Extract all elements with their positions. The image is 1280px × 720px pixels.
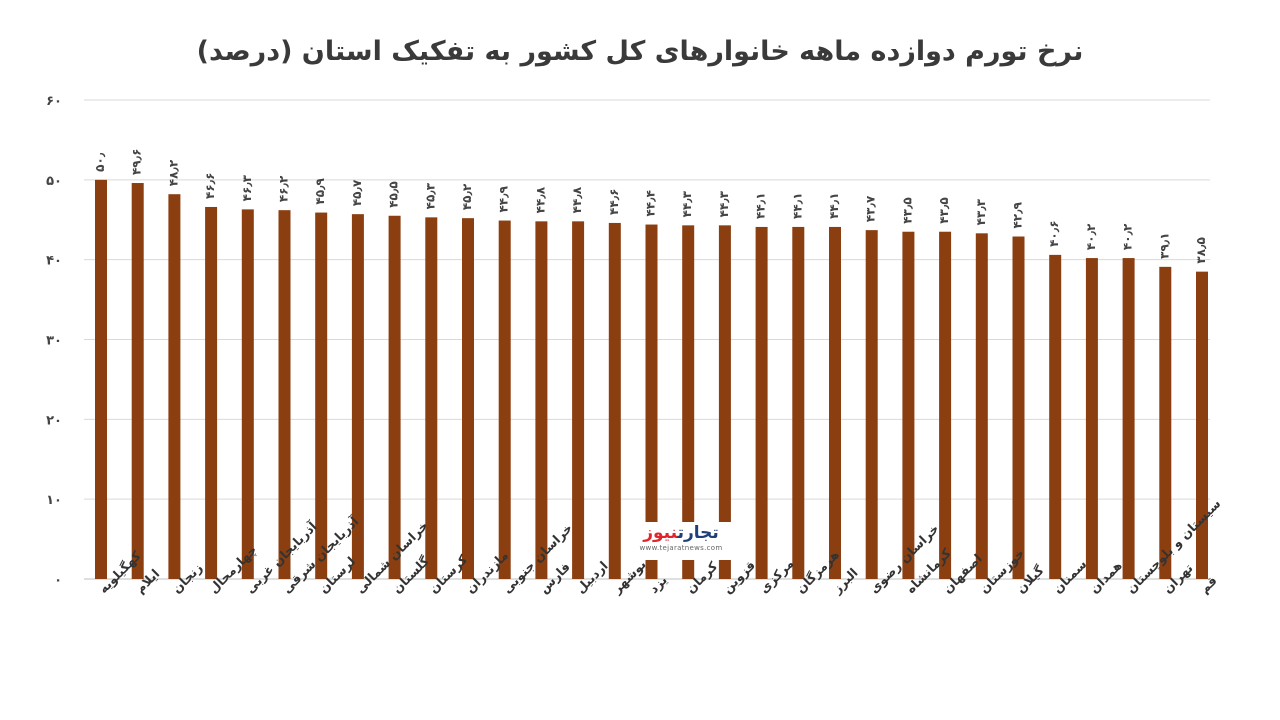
bar <box>939 231 952 579</box>
bar <box>462 218 474 580</box>
bar <box>168 194 181 579</box>
bar <box>131 183 144 579</box>
data-label: ۴۲٫۹ <box>1011 201 1025 228</box>
data-label: ۴۵٫۹ <box>313 177 327 204</box>
data-label: ۴۴٫۳ <box>717 190 731 217</box>
data-labels: ۵۰٫ ۴۹٫۶ ۴۸٫۲ ۴۶٫۶ ۴۶٫۳ ۴۶٫۲ ۴۵٫۹ ۴۵٫۷ ۴۵٫۵ ۴۵٫۳ ۴… <box>93 149 1208 264</box>
y-tick-label: ۱۰ <box>46 493 62 508</box>
data-label: ۴۰٫۶ <box>1047 220 1061 246</box>
bar <box>975 233 988 580</box>
data-label: ۴۶٫۳ <box>240 174 254 201</box>
bar <box>498 220 511 579</box>
y-tick-label: ۶۰ <box>46 94 62 109</box>
y-tick-label: ۵۰ <box>46 174 62 189</box>
data-label: ۴۴٫۸ <box>533 186 547 213</box>
bar <box>902 231 915 579</box>
bar <box>792 226 805 579</box>
bar <box>572 221 585 579</box>
data-label: ۴۴٫۹ <box>497 185 511 212</box>
data-label: ۴۵٫۵ <box>387 181 401 207</box>
data-label: ۴۹٫۶ <box>130 149 144 175</box>
data-label: ۴۵٫۳ <box>423 182 437 209</box>
data-label: ۴۵٫۷ <box>350 179 364 206</box>
data-label: ۳۸٫۵ <box>1194 237 1208 263</box>
bar <box>535 221 548 579</box>
data-label: ۴۴٫۴ <box>644 190 658 216</box>
bar <box>718 225 731 580</box>
watermark-url: www.tejaratnews.com <box>639 544 723 552</box>
data-label: ۴۳٫۷ <box>864 195 878 222</box>
data-label: ۵۰٫ <box>93 152 107 172</box>
bar <box>1122 258 1135 579</box>
bar <box>865 230 878 579</box>
bar <box>1159 266 1172 579</box>
bar <box>608 222 621 579</box>
bar <box>351 214 364 579</box>
data-label: ۴۴٫۶ <box>607 188 621 214</box>
bar <box>1049 254 1062 580</box>
watermark-logo-main: تجارت <box>677 523 719 543</box>
data-label: ۴۶٫۶ <box>203 173 217 199</box>
data-label: ۴۰٫۲ <box>1084 223 1098 250</box>
bar <box>388 215 401 579</box>
bar <box>205 206 218 579</box>
bar <box>315 212 328 579</box>
bar <box>645 224 658 580</box>
data-label: ۴۴٫۱ <box>827 192 841 218</box>
bar <box>1012 236 1025 579</box>
y-tick-label: ۰ <box>54 573 62 588</box>
data-label: ۴۰٫۲ <box>1121 223 1135 250</box>
data-label: ۴۴٫۱ <box>790 192 804 218</box>
data-label: ۳۹٫۱ <box>1157 232 1171 258</box>
bar <box>95 179 107 580</box>
data-label: ۴۳٫۵ <box>900 197 914 223</box>
bar <box>1196 271 1208 579</box>
y-tick-label: ۲۰ <box>46 413 62 428</box>
bar <box>1085 258 1098 579</box>
watermark-logo: تجارتنیوز www.tejaratnews.com <box>628 522 734 560</box>
bar <box>755 226 768 579</box>
y-tick-label: ۴۰ <box>46 254 62 269</box>
data-label: ۴۴٫۱ <box>754 192 768 218</box>
chart-title: نرخ تورم دوازده ماهه خانوارهای کل کشور ب… <box>196 36 1084 67</box>
watermark-logo-accent: نیوز <box>643 523 678 543</box>
data-label: ۴۵٫۲ <box>460 183 474 210</box>
bar <box>278 210 291 580</box>
bar <box>682 225 695 580</box>
bar <box>829 226 841 579</box>
data-label: ۴۸٫۲ <box>166 159 180 186</box>
data-label: ۴۶٫۲ <box>277 175 291 202</box>
data-label: ۴۴٫۳ <box>680 190 694 217</box>
watermark-logo-text: تجارتنیوز <box>628 522 734 544</box>
data-label: ۴۴٫۸ <box>570 186 584 213</box>
bars <box>95 179 1208 580</box>
bar <box>241 209 254 579</box>
data-label: ۴۳٫۳ <box>974 198 988 225</box>
bar <box>425 217 438 580</box>
y-tick-label: ۳۰ <box>46 334 62 349</box>
y-axis-ticks: ۰ ۱۰ ۲۰ ۳۰ ۴۰ ۵۰ ۶۰ <box>46 94 62 588</box>
data-label: ۴۳٫۵ <box>937 197 951 223</box>
